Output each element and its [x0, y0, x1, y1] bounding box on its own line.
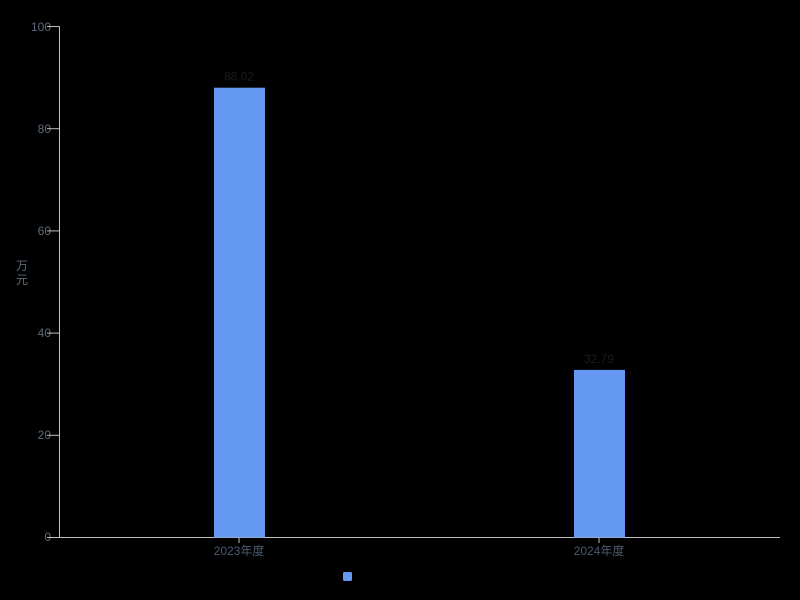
svg-text:元: 元: [16, 273, 28, 287]
svg-text:88.02: 88.02: [224, 70, 254, 84]
svg-text:2023年度: 2023年度: [214, 543, 265, 558]
svg-text:32.79: 32.79: [584, 352, 614, 366]
svg-text:2024年度: 2024年度: [574, 543, 625, 558]
svg-text:万: 万: [16, 259, 28, 273]
